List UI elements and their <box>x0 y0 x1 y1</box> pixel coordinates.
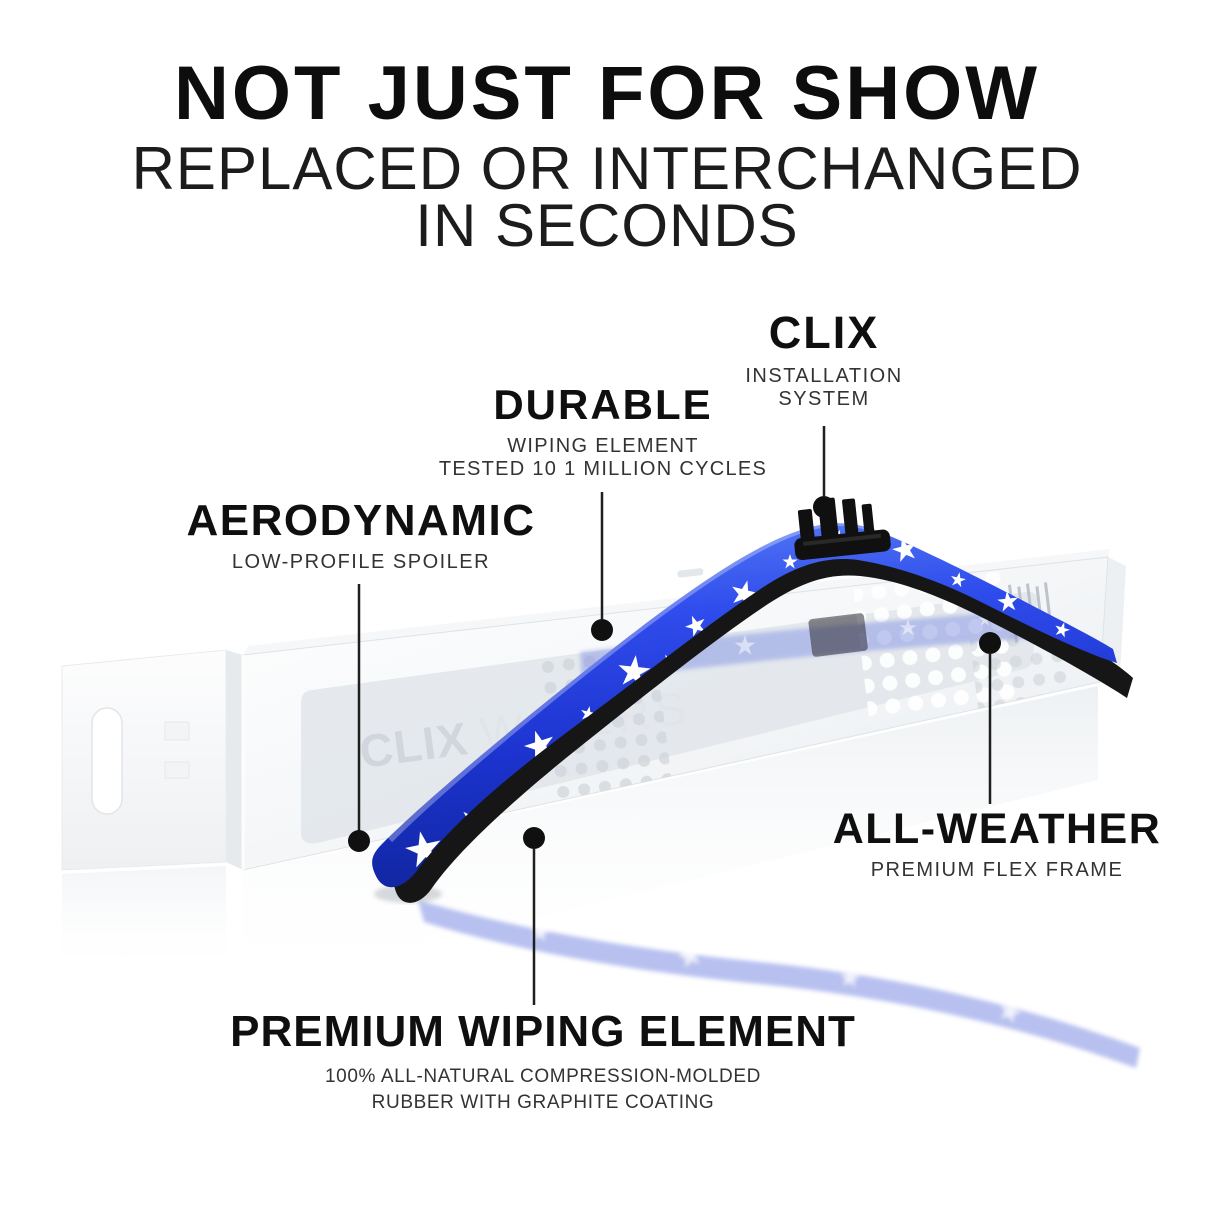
callout-clix-heading: CLIX <box>768 307 880 358</box>
callout-aerodynamic: AERODYNAMIC LOW-PROFILE SPOILER <box>186 496 536 574</box>
title-block: NOT JUST FOR SHOW REPLACED OR INTERCHANG… <box>0 51 1214 259</box>
callout-aerodynamic-heading: AERODYNAMIC <box>186 496 536 545</box>
callout-dot-aerodynamic <box>348 830 370 852</box>
subtitle-line-1: REPLACED OR INTERCHANGED <box>131 135 1083 202</box>
callout-premium-line1: 100% ALL-NATURAL COMPRESSION-MOLDED <box>325 1066 761 1088</box>
callout-dot-clix <box>813 496 835 518</box>
clix-connector <box>794 497 891 561</box>
callout-dot-premium <box>523 827 545 849</box>
callout-dot-all-weather <box>979 632 1001 654</box>
callout-all-weather-line1: PREMIUM FLEX FRAME <box>870 859 1124 882</box>
callout-premium-heading: PREMIUM WIPING ELEMENT <box>230 1007 856 1056</box>
blade-inside-package <box>580 610 1036 682</box>
callout-clix: CLIX INSTALLATION SYSTEM <box>745 308 902 411</box>
hang-tab-slot <box>91 707 123 815</box>
callout-durable-line1: WIPING ELEMENT <box>507 435 699 458</box>
callout-durable: DURABLE WIPING ELEMENT TESTED 10 1 MILLI… <box>438 381 768 481</box>
leader-lines <box>357 426 992 1005</box>
wiper-blade <box>372 497 1133 903</box>
hang-tab-notch <box>164 761 190 779</box>
subtitle-line-2: IN SECONDS <box>415 192 799 259</box>
callout-dot-durable <box>591 619 613 641</box>
callout-aerodynamic-line1: LOW-PROFILE SPOILER <box>231 551 491 574</box>
callout-clix-line1: INSTALLATION <box>745 364 903 387</box>
hang-tab-notch <box>164 721 190 741</box>
blade-reflection <box>418 900 1140 1068</box>
callout-premium: PREMIUM WIPING ELEMENT 100% ALL-NATURAL … <box>230 1007 856 1116</box>
leader-dots <box>348 496 1001 852</box>
blade-gloss <box>387 523 878 843</box>
box-fold-edge <box>226 650 243 870</box>
callout-all-weather-heading: ALL-WEATHER <box>832 805 1162 853</box>
blade-detail <box>387 523 1072 869</box>
callout-durable-heading: DURABLE <box>493 381 713 428</box>
page-title: NOT JUST FOR SHOW <box>174 51 1040 136</box>
hang-tab <box>61 649 227 871</box>
callout-clix-line2: SYSTEM <box>778 387 870 410</box>
callout-premium-line2: RUBBER WITH GRAPHITE COATING <box>371 1092 715 1114</box>
callout-all-weather: ALL-WEATHER PREMIUM FLEX FRAME <box>832 805 1162 882</box>
callout-durable-line2: TESTED 10 1 MILLION CYCLES <box>438 458 768 481</box>
page-subtitle: REPLACED OR INTERCHANGED IN SECONDS <box>0 135 1214 259</box>
